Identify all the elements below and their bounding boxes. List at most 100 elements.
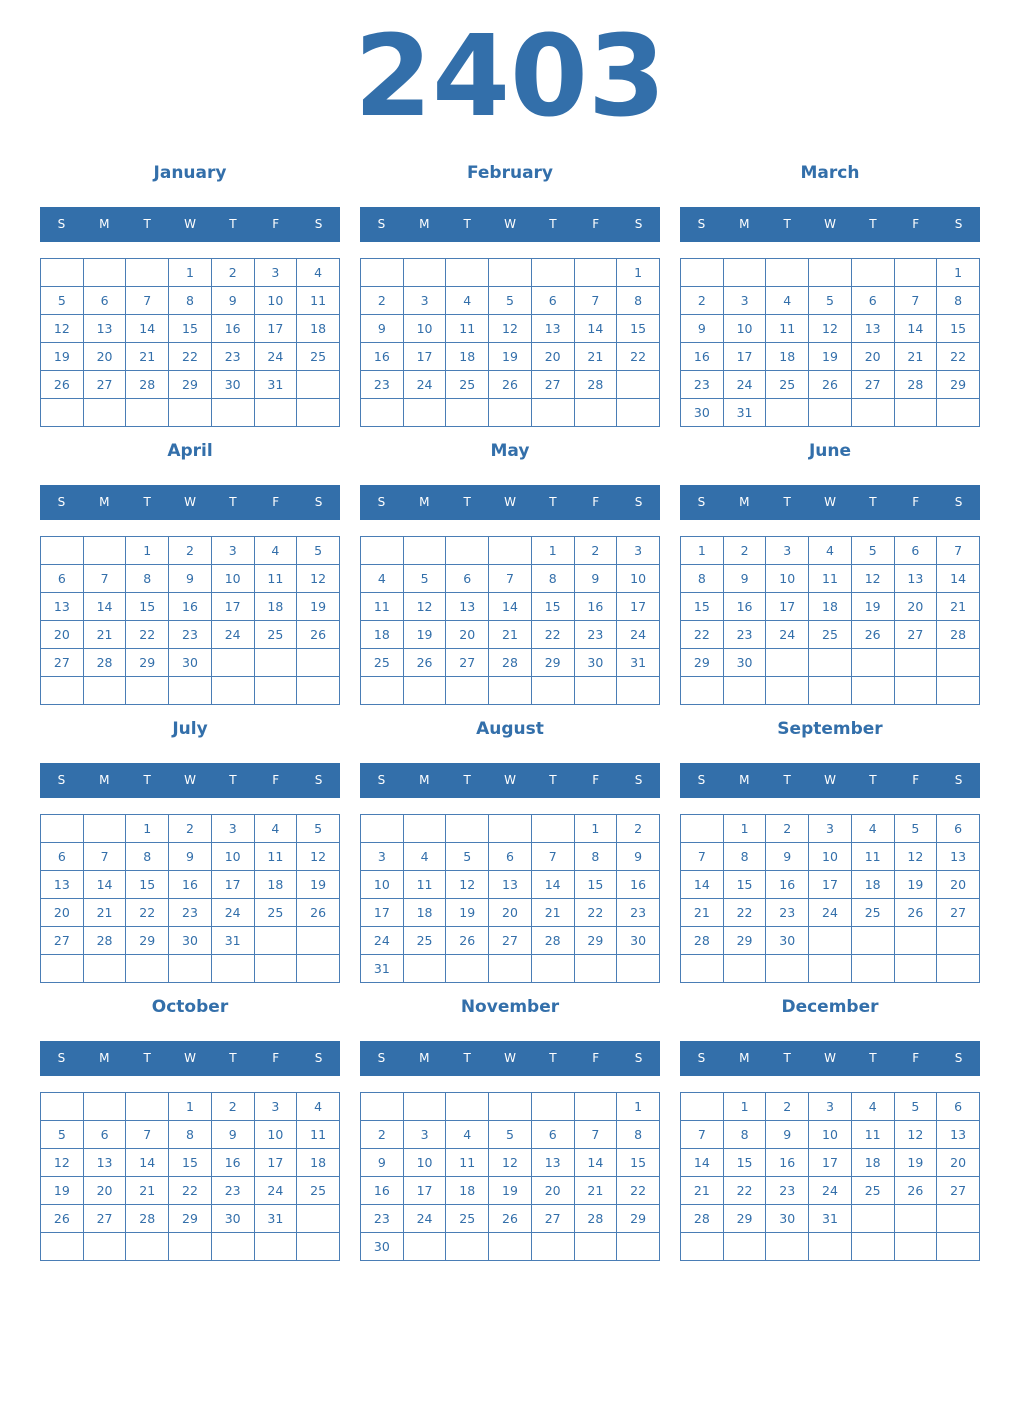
day-cell[interactable]: 19 (296, 592, 340, 621)
day-cell[interactable]: 17 (402, 1176, 447, 1205)
day-cell[interactable]: 15 (530, 592, 575, 621)
day-cell[interactable]: 9 (360, 314, 404, 343)
day-cell[interactable]: 15 (722, 870, 767, 899)
day-cell[interactable]: 27 (82, 1204, 127, 1233)
day-cell[interactable]: 22 (936, 342, 980, 371)
day-cell[interactable]: 16 (210, 1148, 255, 1177)
day-cell[interactable]: 7 (125, 286, 170, 315)
day-cell[interactable]: 25 (402, 926, 447, 955)
day-cell[interactable]: 21 (488, 620, 532, 649)
day-cell[interactable]: 5 (893, 814, 938, 843)
day-cell[interactable]: 26 (445, 926, 490, 955)
day-cell[interactable]: 16 (722, 592, 767, 621)
day-cell[interactable]: 23 (765, 898, 810, 927)
day-cell[interactable]: 26 (893, 898, 938, 927)
day-cell[interactable]: 14 (82, 870, 127, 899)
day-cell[interactable]: 14 (680, 870, 724, 899)
day-cell[interactable]: 15 (125, 870, 170, 899)
day-cell[interactable]: 24 (808, 898, 852, 927)
day-cell[interactable]: 14 (82, 592, 127, 621)
day-cell[interactable]: 19 (893, 870, 938, 899)
day-cell[interactable]: 18 (445, 342, 490, 371)
day-cell[interactable]: 8 (936, 286, 980, 315)
day-cell[interactable]: 13 (893, 564, 938, 593)
day-cell[interactable]: 19 (850, 592, 895, 621)
day-cell[interactable]: 8 (168, 286, 212, 315)
day-cell[interactable]: 9 (616, 842, 660, 871)
day-cell[interactable]: 25 (296, 1176, 340, 1205)
day-cell[interactable]: 13 (445, 592, 490, 621)
day-cell[interactable]: 20 (530, 342, 575, 371)
day-cell[interactable]: 17 (210, 592, 255, 621)
day-cell[interactable]: 12 (296, 564, 340, 593)
day-cell[interactable]: 27 (530, 1204, 575, 1233)
day-cell[interactable]: 15 (168, 314, 212, 343)
day-cell[interactable]: 6 (445, 564, 490, 593)
day-cell[interactable]: 5 (808, 286, 852, 315)
day-cell[interactable]: 28 (893, 370, 938, 399)
day-cell[interactable]: 3 (253, 258, 298, 287)
day-cell[interactable]: 28 (573, 370, 618, 399)
day-cell[interactable]: 1 (722, 814, 767, 843)
day-cell[interactable]: 24 (765, 620, 810, 649)
day-cell[interactable]: 15 (936, 314, 980, 343)
day-cell[interactable]: 23 (722, 620, 767, 649)
day-cell[interactable]: 28 (488, 648, 532, 677)
day-cell[interactable]: 29 (722, 1204, 767, 1233)
day-cell[interactable]: 31 (722, 398, 767, 427)
day-cell[interactable]: 13 (530, 1148, 575, 1177)
day-cell[interactable]: 9 (168, 842, 212, 871)
day-cell[interactable]: 12 (893, 842, 938, 871)
day-cell[interactable]: 15 (722, 1148, 767, 1177)
day-cell[interactable]: 19 (40, 342, 84, 371)
day-cell[interactable]: 22 (125, 898, 170, 927)
day-cell[interactable]: 24 (616, 620, 660, 649)
day-cell[interactable]: 30 (680, 398, 724, 427)
day-cell[interactable]: 5 (893, 1092, 938, 1121)
day-cell[interactable]: 26 (808, 370, 852, 399)
day-cell[interactable]: 8 (125, 564, 170, 593)
day-cell[interactable]: 23 (210, 1176, 255, 1205)
day-cell[interactable]: 12 (808, 314, 852, 343)
day-cell[interactable]: 23 (573, 620, 618, 649)
day-cell[interactable]: 6 (936, 1092, 980, 1121)
day-cell[interactable]: 23 (616, 898, 660, 927)
day-cell[interactable]: 10 (210, 842, 255, 871)
day-cell[interactable]: 5 (850, 536, 895, 565)
day-cell[interactable]: 1 (530, 536, 575, 565)
day-cell[interactable]: 6 (82, 286, 127, 315)
day-cell[interactable]: 16 (616, 870, 660, 899)
day-cell[interactable]: 9 (360, 1148, 404, 1177)
day-cell[interactable]: 17 (402, 342, 447, 371)
day-cell[interactable]: 7 (125, 1120, 170, 1149)
day-cell[interactable]: 6 (530, 286, 575, 315)
day-cell[interactable]: 29 (722, 926, 767, 955)
day-cell[interactable]: 10 (210, 564, 255, 593)
day-cell[interactable]: 18 (253, 592, 298, 621)
day-cell[interactable]: 28 (680, 1204, 724, 1233)
day-cell[interactable]: 24 (360, 926, 404, 955)
day-cell[interactable]: 3 (808, 1092, 852, 1121)
day-cell[interactable]: 2 (616, 814, 660, 843)
day-cell[interactable]: 5 (488, 1120, 532, 1149)
day-cell[interactable]: 2 (210, 258, 255, 287)
day-cell[interactable]: 20 (445, 620, 490, 649)
day-cell[interactable]: 13 (82, 314, 127, 343)
day-cell[interactable]: 6 (488, 842, 532, 871)
day-cell[interactable]: 7 (530, 842, 575, 871)
day-cell[interactable]: 4 (296, 1092, 340, 1121)
day-cell[interactable]: 19 (488, 1176, 532, 1205)
day-cell[interactable]: 16 (765, 1148, 810, 1177)
day-cell[interactable]: 24 (402, 1204, 447, 1233)
day-cell[interactable]: 18 (296, 314, 340, 343)
day-cell[interactable]: 27 (445, 648, 490, 677)
day-cell[interactable]: 19 (296, 870, 340, 899)
day-cell[interactable]: 30 (360, 1232, 404, 1261)
day-cell[interactable]: 11 (445, 314, 490, 343)
day-cell[interactable]: 10 (722, 314, 767, 343)
day-cell[interactable]: 22 (680, 620, 724, 649)
day-cell[interactable]: 12 (40, 314, 84, 343)
day-cell[interactable]: 18 (765, 342, 810, 371)
day-cell[interactable]: 1 (616, 1092, 660, 1121)
day-cell[interactable]: 16 (360, 342, 404, 371)
